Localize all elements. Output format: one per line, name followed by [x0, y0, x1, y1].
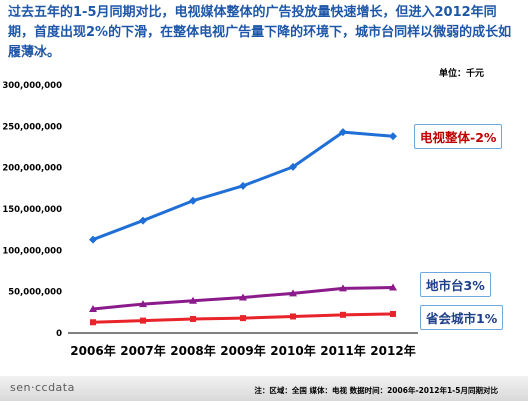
series-provincial: [90, 310, 396, 326]
brand-logo: sen·ccdata: [10, 381, 75, 394]
unit-label: 单位：千元: [438, 69, 484, 79]
x-tick-label: 2007年: [120, 343, 165, 358]
data-point: [139, 300, 147, 308]
callout-local: 地市台3%: [420, 272, 491, 297]
y-tick-label: 100,000,000: [2, 246, 62, 256]
data-point: [289, 162, 297, 171]
data-point: [389, 283, 397, 291]
y-tick-label: 250,000,000: [2, 122, 62, 132]
x-tick-label: 2010年: [270, 343, 315, 358]
callout-provincial: 省会城市1%: [420, 305, 504, 330]
callout-total: 电视整体-2%: [414, 124, 503, 149]
series-total: [89, 128, 397, 244]
x-tick-label: 2012年: [370, 343, 415, 358]
data-point: [139, 216, 147, 225]
y-tick-label: 300,000,000: [2, 81, 62, 91]
y-tick-label: 150,000,000: [2, 205, 62, 215]
data-point: [239, 293, 247, 301]
y-tick-label: 200,000,000: [2, 164, 62, 174]
x-tick-label: 2008年: [170, 343, 215, 358]
x-tick-label: 2006年: [70, 343, 115, 358]
data-point: [239, 181, 247, 190]
source-note: 注：区域：全国 媒体：电视 数据时间：2006年-2012年1-5月同期对比: [254, 386, 498, 395]
data-point: [390, 310, 396, 317]
data-point: [89, 305, 97, 313]
headline: 过去五年的1-5月同期对比，电视媒体整体的广告投放量快速增长，但进入2012年同…: [8, 5, 512, 60]
x-tick-label: 2009年: [220, 343, 265, 358]
footer-bar: [0, 376, 528, 401]
data-point: [189, 296, 197, 304]
data-point: [190, 315, 196, 322]
data-point: [290, 313, 296, 320]
data-point: [189, 196, 197, 205]
y-tick-label: 50,000,000: [8, 288, 62, 298]
data-point: [140, 317, 146, 324]
data-point: [340, 311, 346, 318]
chart-ticks: 0 50,000,000 100,000,000 150,000,000 200,000…: [2, 81, 415, 358]
data-point: [339, 128, 347, 137]
data-point: [289, 289, 297, 297]
data-point: [90, 319, 96, 326]
chart-series: [89, 128, 397, 326]
y-tick-label: 0: [56, 329, 62, 339]
data-point: [339, 284, 347, 292]
x-tick-label: 2011年: [320, 343, 365, 358]
data-point: [389, 132, 397, 141]
series-local: [89, 283, 397, 313]
data-point: [240, 315, 246, 322]
data-point: [89, 235, 97, 244]
